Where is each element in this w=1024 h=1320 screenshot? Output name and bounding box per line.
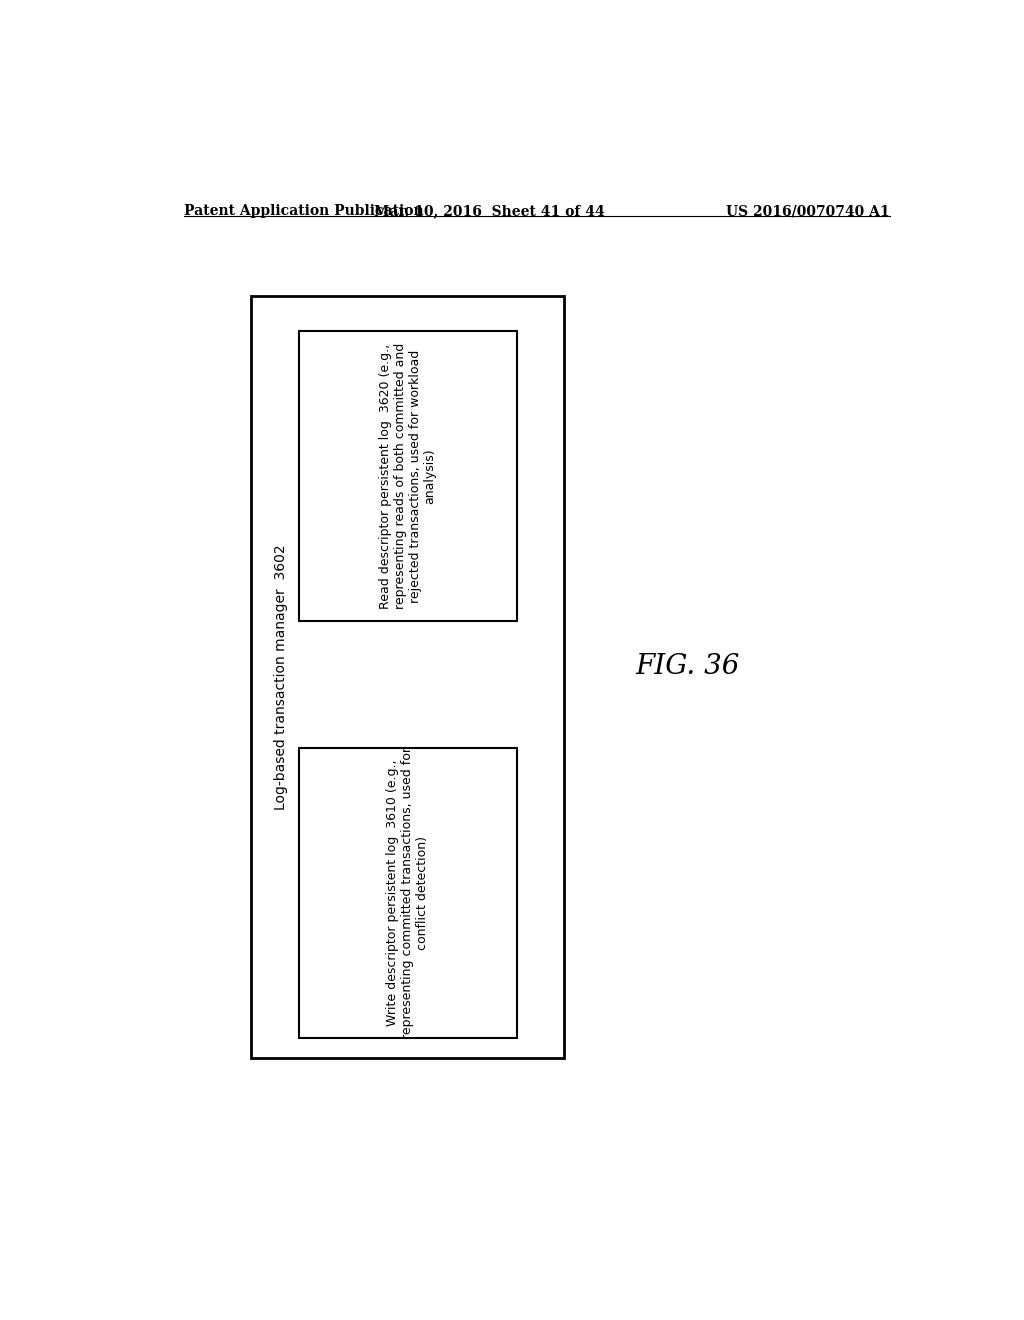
Bar <box>299 331 517 620</box>
Text: US 2016/0070740 A1: US 2016/0070740 A1 <box>726 205 890 218</box>
Text: Mar. 10, 2016  Sheet 41 of 44: Mar. 10, 2016 Sheet 41 of 44 <box>374 205 604 218</box>
Text: Write descriptor persistent log  3610 (e.g.,
representing committed transactions: Write descriptor persistent log 3610 (e.… <box>386 747 429 1039</box>
Bar <box>251 296 564 1057</box>
Text: Log-based transaction manager  3602: Log-based transaction manager 3602 <box>274 544 288 809</box>
Text: Patent Application Publication: Patent Application Publication <box>183 205 423 218</box>
Text: FIG. 36: FIG. 36 <box>636 653 740 680</box>
Bar <box>299 748 517 1038</box>
Text: Read descriptor persistent log  3620 (e.g.,
representing reads of both committed: Read descriptor persistent log 3620 (e.g… <box>379 343 437 609</box>
